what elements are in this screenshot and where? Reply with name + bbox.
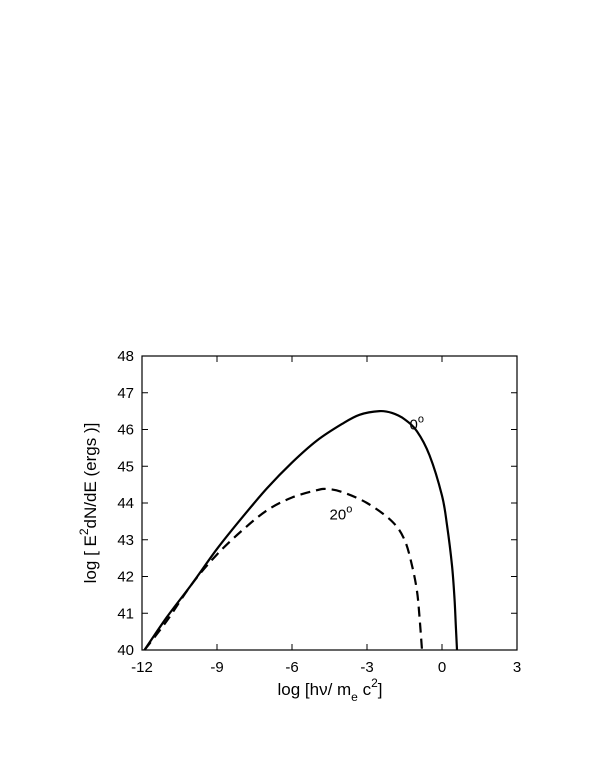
x-tick-label: 3 (513, 659, 521, 676)
y-tick-label: 47 (117, 385, 134, 402)
x-tick-label: -6 (285, 659, 298, 676)
y-tick-label: 41 (117, 605, 134, 622)
series-label: 20o (330, 504, 353, 524)
y-axis-ticks: 40 41 42 43 44 45 46 47 48 (117, 348, 517, 659)
y-axis-label-prefix: log [ E (81, 535, 100, 583)
x-axis-label-c: c (358, 680, 372, 699)
series-layer (143, 409, 459, 651)
x-tick-label: 0 (438, 659, 446, 676)
series-line-solid (143, 409, 459, 651)
series-label: 0o (410, 414, 424, 434)
plot-frame (141, 355, 518, 651)
y-axis-label-suffix: dN/dE (ergs )] (81, 423, 100, 529)
x-axis-label-prefix: log [h (277, 680, 319, 699)
y-tick-label: 43 (117, 532, 134, 549)
y-tick-label: 44 (117, 495, 134, 512)
y-tick-label: 48 (117, 348, 134, 365)
y-tick-label: 45 (117, 458, 134, 475)
series-label-layer: 0o 20o (330, 414, 424, 524)
y-tick-label: 46 (117, 422, 134, 439)
y-axis-label: log [ E2dN/dE (ergs )] (77, 423, 100, 584)
x-axis-label: log [hν/ me c2] (277, 676, 382, 704)
x-axis-label-suffix: ] (378, 680, 383, 699)
x-axis-label-nu: ν (319, 680, 328, 699)
series-line-dashed (143, 487, 424, 651)
y-axis-label-sup: 2 (77, 528, 91, 535)
x-tick-label: -3 (360, 659, 373, 676)
x-axis-label-sub: e (351, 690, 358, 704)
y-tick-label: 40 (117, 642, 134, 659)
x-axis-label-mid: / m (328, 680, 352, 699)
x-tick-label: -9 (210, 659, 223, 676)
x-tick-label: -12 (131, 659, 153, 676)
x-axis-ticks: -12 -9 -6 -3 0 3 (131, 356, 521, 676)
x-axis-label-sup: 2 (371, 676, 378, 690)
y-tick-label: 42 (117, 569, 134, 586)
